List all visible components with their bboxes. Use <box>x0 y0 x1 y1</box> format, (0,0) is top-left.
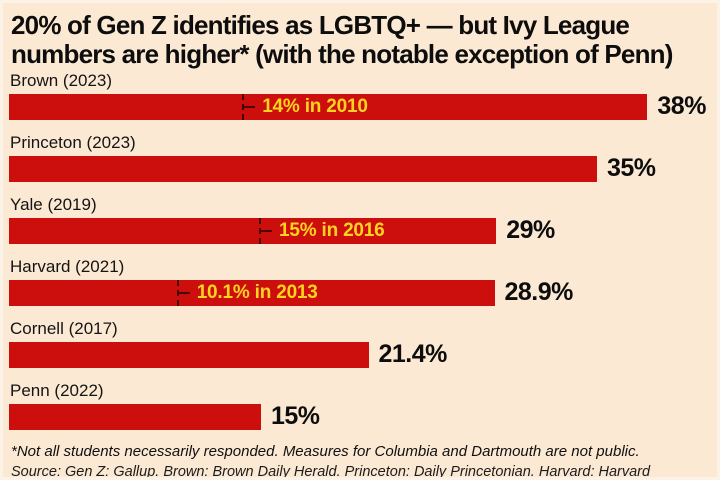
bar-row-penn: Penn (2022) 15% <box>9 381 711 431</box>
bar-category-label: Penn (2022) <box>10 381 104 400</box>
bar-row-brown: Brown (2023) 14% in 2010 38% <box>9 71 711 121</box>
bar-row-princeton: Princeton (2023) 35% <box>9 133 711 183</box>
historical-annotation: 14% in 2010 <box>242 93 368 120</box>
source-text: Source: Gen Z: Gallup. Brown: Brown Dail… <box>11 463 711 480</box>
annotation-connector <box>261 229 272 232</box>
bar-value-label: 28.9% <box>504 278 574 306</box>
bar: 14% in 2010 <box>9 93 648 120</box>
annotation-dash-line <box>242 93 245 120</box>
bar-chart: Brown (2023) 14% in 2010 38% Princeton (… <box>9 71 711 431</box>
chart-title: 20% of Gen Z identifies as LGBTQ+ — but … <box>11 11 711 69</box>
annotation-dash-line <box>259 217 261 244</box>
annotation-connector <box>178 291 190 294</box>
bar-category-label: Princeton (2023) <box>10 133 136 152</box>
bar-category-label: Brown (2023) <box>10 71 113 90</box>
chart-title-line-2: numbers are higher* (with the notable ex… <box>11 39 673 69</box>
bar-category-label: Harvard (2021) <box>10 257 125 276</box>
footnote: *Not all students necessarily responded.… <box>11 443 640 460</box>
bar-category-label: Yale (2019) <box>10 195 97 214</box>
bar <box>9 155 597 182</box>
bar-value-label: 21.4% <box>378 340 448 368</box>
bar: 15% in 2016 <box>9 217 497 244</box>
bar-row-cornell: Cornell (2017) 21.4% <box>9 319 711 369</box>
chart-title-line-1: 20% of Gen Z identifies as LGBTQ+ — but … <box>11 10 630 40</box>
bar-value-label: 35% <box>607 154 656 182</box>
bar-category-label: Cornell (2017) <box>10 319 118 338</box>
historical-annotation: 15% in 2016 <box>259 217 385 244</box>
annotation-dash-line <box>176 279 179 306</box>
source-line-1: Source: Gen Z: Gallup. Brown: Brown Dail… <box>11 464 651 480</box>
annotation-label: 14% in 2010 <box>262 95 368 117</box>
annotation-connector <box>244 105 256 108</box>
bar-value-label: 29% <box>506 216 555 244</box>
bar-value-label: 38% <box>657 92 706 120</box>
bar: 10.1% in 2013 <box>9 279 495 306</box>
bar <box>9 403 261 430</box>
bar <box>9 341 369 368</box>
historical-annotation: 10.1% in 2013 <box>176 279 318 306</box>
bar-row-harvard: Harvard (2021) 10.1% in 2013 28.9% <box>9 257 711 307</box>
bar-value-label: 15% <box>271 402 320 430</box>
bar-row-yale: Yale (2019) 15% in 2016 29% <box>9 195 711 245</box>
annotation-label: 10.1% in 2013 <box>196 281 318 303</box>
annotation-label: 15% in 2016 <box>279 219 385 241</box>
